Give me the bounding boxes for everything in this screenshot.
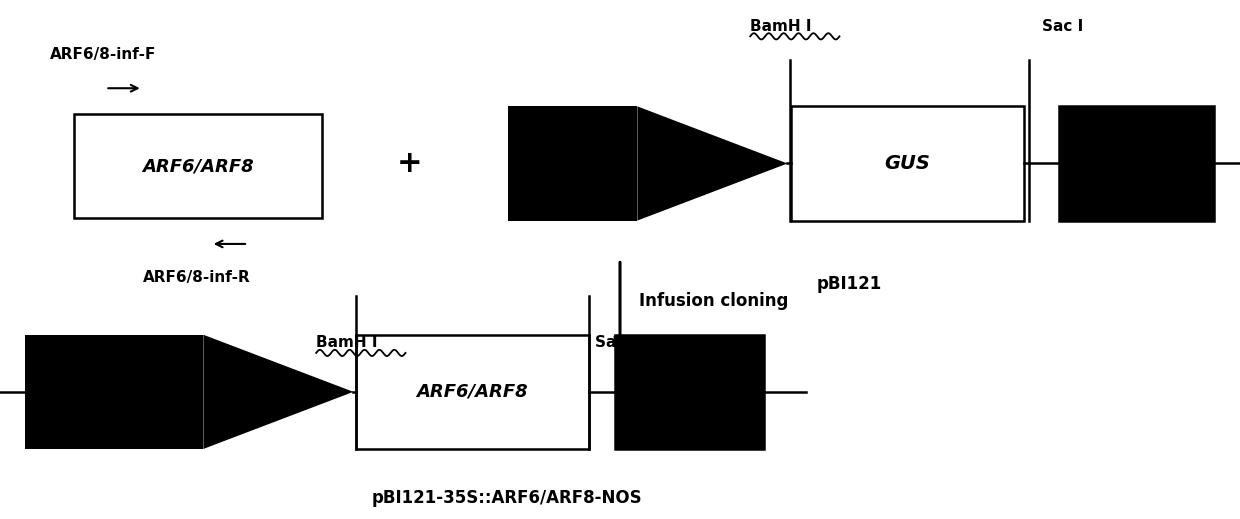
Text: Sac I: Sac I (595, 335, 636, 350)
Text: BamH I: BamH I (316, 335, 378, 350)
Text: BamH I: BamH I (750, 19, 812, 34)
Text: ARF6/8-inf-R: ARF6/8-inf-R (143, 270, 250, 285)
Text: ARF6/ARF8: ARF6/ARF8 (417, 383, 528, 401)
Text: Sac I: Sac I (1042, 19, 1083, 34)
Bar (615, 335, 764, 449)
Text: ARF6/ARF8: ARF6/ARF8 (143, 157, 254, 175)
Bar (74, 114, 322, 218)
Text: pBI121-35S::ARF6/ARF8-NOS: pBI121-35S::ARF6/ARF8-NOS (372, 489, 642, 507)
Text: ARF6/8-inf-F: ARF6/8-inf-F (50, 47, 156, 62)
Bar (508, 106, 637, 221)
Polygon shape (637, 106, 787, 221)
Bar (25, 335, 203, 449)
Text: GUS: GUS (885, 154, 930, 173)
Text: +: + (397, 149, 422, 178)
Bar (356, 335, 589, 449)
Polygon shape (203, 335, 353, 449)
Bar (791, 106, 1024, 221)
Bar (1059, 106, 1214, 221)
Text: pBI121: pBI121 (817, 275, 882, 293)
Text: Infusion cloning: Infusion cloning (639, 292, 787, 310)
